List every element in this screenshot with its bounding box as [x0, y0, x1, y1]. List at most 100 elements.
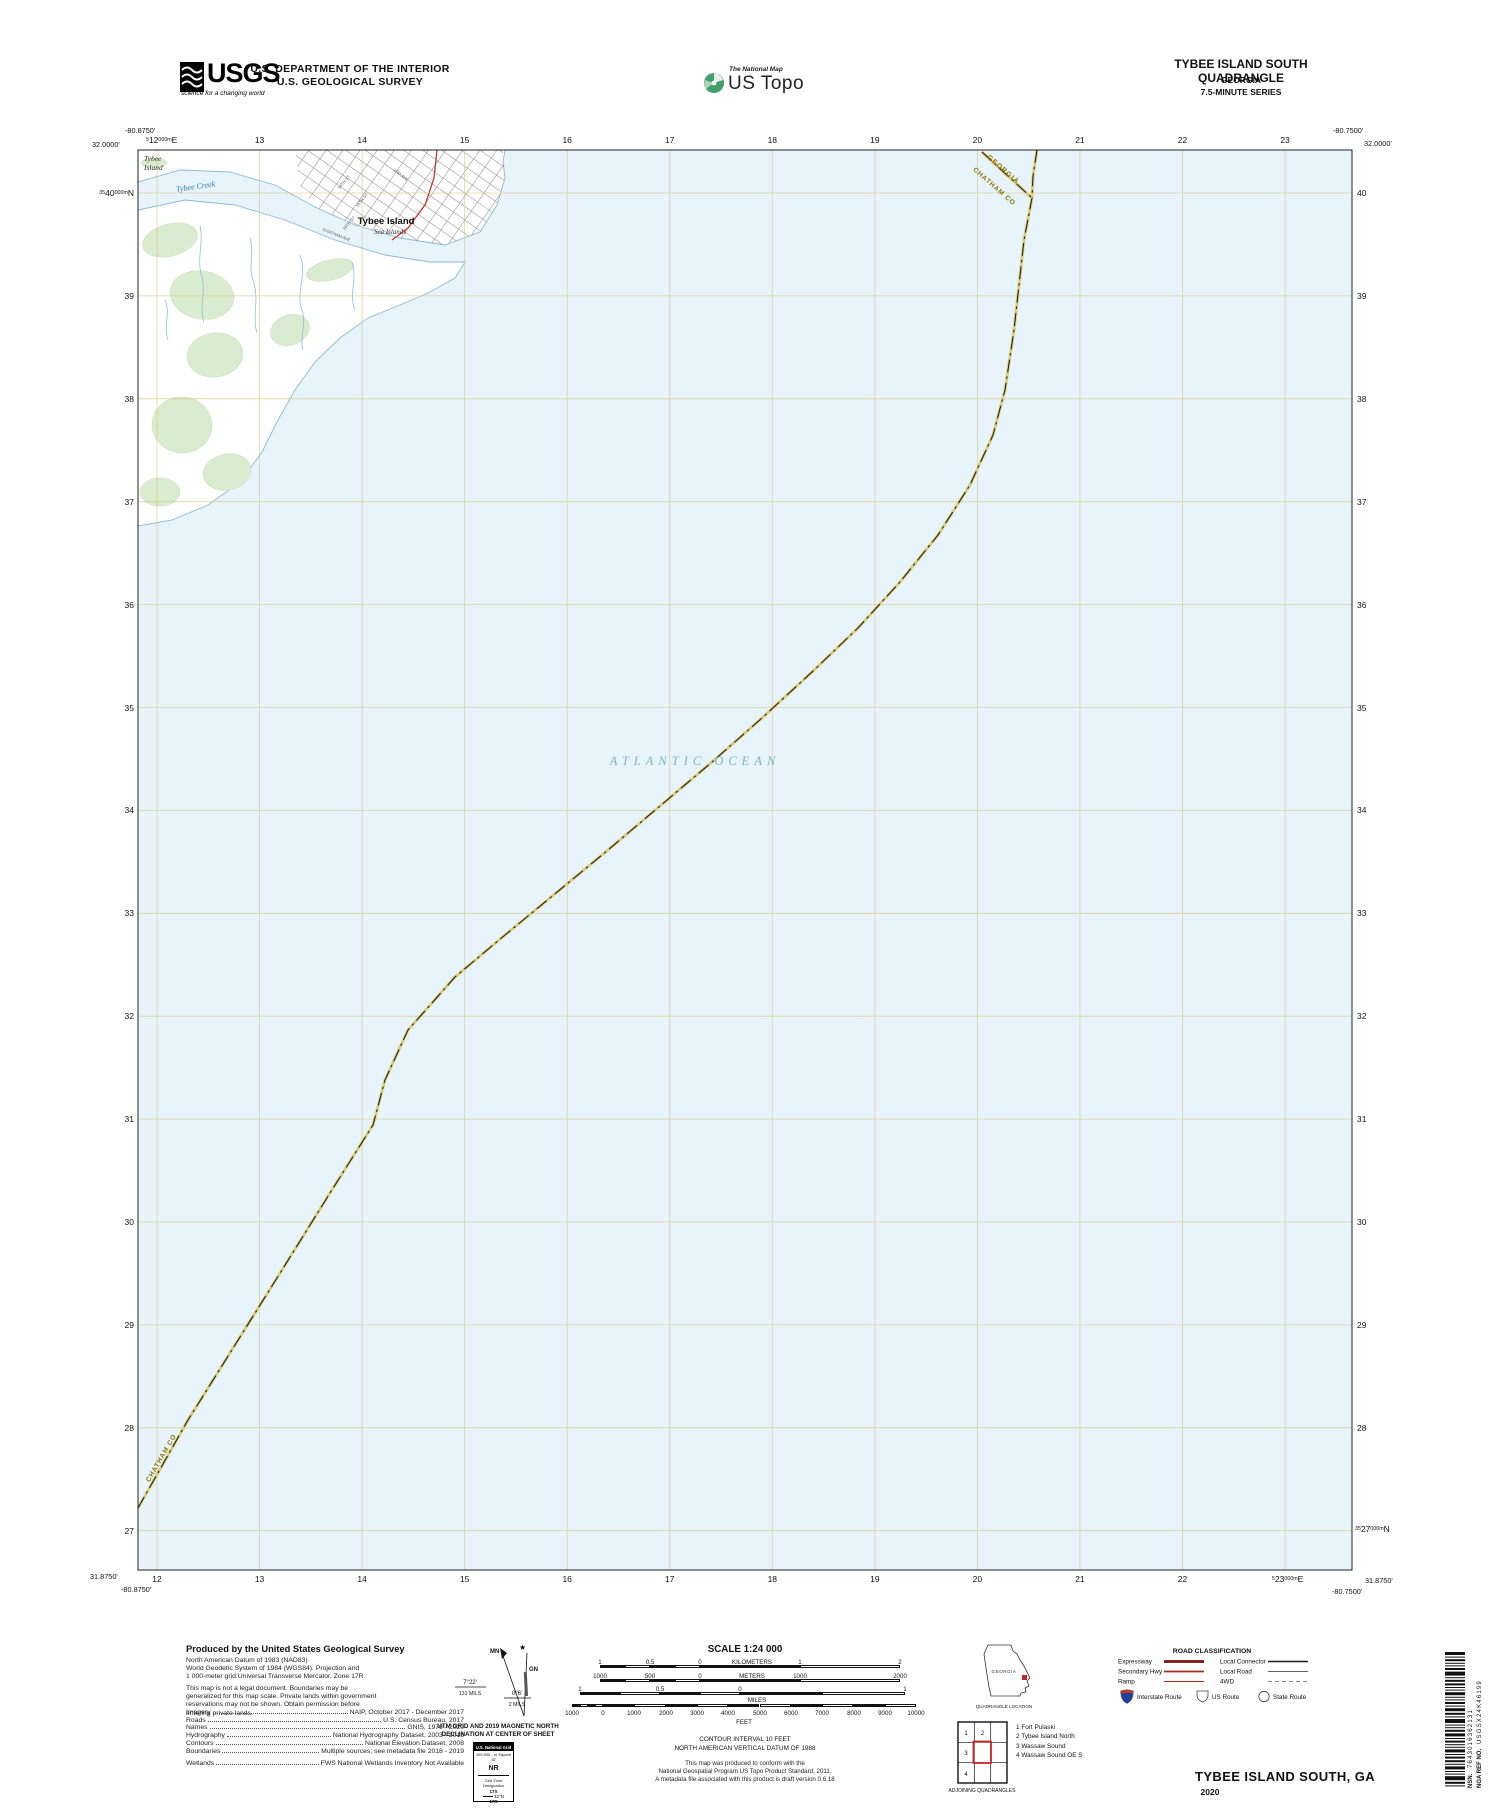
barcode-bar [1445, 1756, 1465, 1759]
corner-coord-bl-lat: 31.8750' [90, 1572, 118, 1581]
usng-zone-divider [482, 1796, 493, 1797]
barcode-bar [1445, 1719, 1465, 1723]
barcode-bar [1445, 1785, 1465, 1787]
street-line [302, 150, 505, 245]
mn-mils: 131 MILS [459, 1691, 482, 1697]
scale-ft-bar [665, 1704, 697, 1707]
usng-box: U.S. National Grid 100,000 - m Square ID… [473, 1742, 514, 1804]
road-label-secondary: Secondary Hwy [1118, 1669, 1163, 1676]
barcode-bar [1445, 1705, 1465, 1707]
scale-km-bar [700, 1665, 800, 1668]
state-route-label: State Route [1273, 1694, 1307, 1701]
barcode-bar [1445, 1659, 1465, 1662]
tidal-channels [164, 224, 356, 351]
quadrangle-state: GEORGIA [1220, 75, 1262, 85]
grid-label-left: 36 [124, 599, 134, 610]
barcode-bar [1445, 1687, 1465, 1688]
barcode-bar [1445, 1724, 1465, 1726]
grid-label-top: 22 [1177, 135, 1188, 145]
declination-diagram: ★ MN GN 7°22' 131 MILS 0°6' 2 MILS UTM G… [437, 1643, 559, 1738]
island-label-line1: Tybee [144, 154, 162, 163]
declination-caption2: DECLINATION AT CENTER OF SHEET [442, 1731, 555, 1738]
true-north-star-icon: ★ [519, 1643, 526, 1652]
corner-coord-tl-lon: -80.8750' [125, 126, 156, 135]
scale-ft-bar [634, 1704, 666, 1707]
barcode-bar [1445, 1656, 1465, 1658]
adjoining-quad-list: 1 Fort Pulaski 2 Tybee Island North 3 Wass… [1016, 1723, 1083, 1761]
usng-zone-bottom: 17R [489, 1799, 498, 1804]
barcode-bar [1445, 1781, 1465, 1784]
adjoining-quad-name: 1 Fort Pulaski [1016, 1724, 1056, 1731]
grid-label-right: 29 [1357, 1319, 1367, 1330]
road-label-expressway: Expressway [1118, 1659, 1153, 1666]
barcode-bar [1445, 1699, 1465, 1701]
scale-ft-bar [588, 1704, 595, 1707]
scale-ft-label: 7000 [815, 1710, 829, 1717]
barcode-bar [1445, 1712, 1465, 1715]
grid-label-top: 23 [1280, 135, 1290, 145]
quadrangle-title: TYBEE ISLAND SOUTH QUADRANGLE [1174, 57, 1308, 85]
utm-sup: 5 [146, 136, 149, 143]
produced-line: World Geodetic System of 1984 (WGS84). P… [186, 1665, 360, 1673]
scale-m-label: 1000 [793, 1673, 807, 1680]
georgia-outline [983, 1644, 1031, 1697]
county-boundary-line [138, 150, 1038, 1509]
grid-label-left: 38 [124, 393, 134, 404]
grid-label-bottom: 22 [1177, 1574, 1188, 1584]
barcode-bar [1445, 1746, 1465, 1748]
grid-label-top: 20 [972, 135, 983, 145]
state-route-circle-icon [1258, 1690, 1270, 1703]
scale-m-label: 0 [698, 1673, 702, 1680]
nsn-value: 7643016362131 [1468, 1709, 1474, 1768]
utm-sup: 000m [1370, 1525, 1384, 1532]
adjoining-quad-name: 4 Wassaw Sound OE S [1016, 1752, 1083, 1760]
grid-label-top: 21 [1075, 135, 1085, 145]
grid-label-bottom: 20 [972, 1574, 983, 1584]
scale-mi-bar [660, 1692, 700, 1695]
grid-label-left: 35 [124, 702, 134, 713]
grid-label-top: 19 [870, 135, 880, 145]
grid-label-right: 39 [1357, 290, 1367, 301]
grid-label-top: 16 [562, 135, 572, 145]
town-label: Tybee Island [358, 216, 415, 227]
dept-line2: U.S. GEOLOGICAL SURVEY [276, 76, 424, 88]
utm-main: 27 [1360, 1524, 1371, 1534]
conformance-note: This map was produced to conform with th… [580, 1760, 910, 1784]
utm-main: E [171, 135, 178, 145]
street-line [337, 150, 505, 245]
barcode-bar [1445, 1760, 1465, 1763]
grid-label-top: 15 [459, 135, 470, 145]
utm-main: 23 [1274, 1574, 1285, 1584]
scale-ft-label: 2000 [659, 1710, 673, 1717]
nsn-label: NSN. [1468, 1773, 1474, 1788]
scale-ft-bar [853, 1704, 885, 1707]
scale-km-label: 1 [598, 1659, 602, 1666]
utm-sup: 35 [1355, 1525, 1361, 1532]
contour-interval-note: CONTOUR INTERVAL 10 FEET [699, 1736, 791, 1743]
grid-label-left: 30 [124, 1217, 134, 1227]
scale-m-bar [800, 1679, 900, 1682]
scale-ft-bar [572, 1704, 580, 1707]
barcode-bar [1445, 1692, 1465, 1696]
utm-main: N [1383, 1524, 1390, 1534]
grid-label-right: 32 [1357, 1011, 1367, 1022]
street-line [295, 150, 442, 245]
utm-main: 40 [105, 188, 115, 198]
road-label-4wd: 4WD [1220, 1679, 1234, 1686]
grid-label-right: 33 [1357, 908, 1367, 919]
scale-km-unit: KILOMETERS [732, 1659, 772, 1666]
grid-label-right: 38 [1357, 393, 1367, 404]
scale-mi-label: 0 [738, 1686, 742, 1693]
adjoining-cell-1: 1 [964, 1731, 968, 1737]
scale-ft-bar [822, 1704, 854, 1707]
scale-m-unit: METERS [739, 1673, 765, 1680]
barcode-bar [1445, 1652, 1465, 1655]
scale-m-bar [625, 1679, 650, 1682]
scale-ft-label: 1000 [565, 1710, 579, 1717]
scale-ft-bar [696, 1704, 729, 1707]
scale-ft-bar [595, 1704, 603, 1707]
utm-northing-label-right: 3527000mN [1355, 1524, 1390, 1534]
scale-mi-unit: MILES [747, 1697, 767, 1704]
scale-ft-bar [728, 1704, 760, 1707]
current-quad-marker [972, 1740, 992, 1764]
